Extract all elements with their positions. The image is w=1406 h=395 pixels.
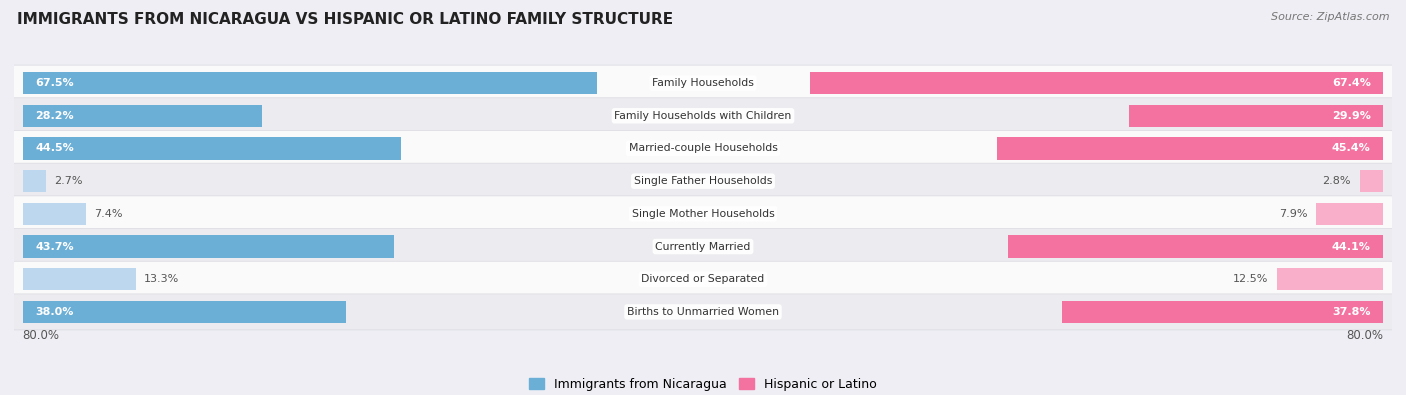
FancyBboxPatch shape	[14, 65, 1392, 101]
Text: 80.0%: 80.0%	[22, 329, 59, 342]
Text: 2.8%: 2.8%	[1323, 176, 1351, 186]
Text: 7.4%: 7.4%	[94, 209, 122, 219]
Bar	[22, 268, 136, 290]
Text: 44.5%: 44.5%	[35, 143, 75, 154]
Bar	[22, 203, 86, 225]
FancyBboxPatch shape	[14, 130, 1392, 166]
Bar	[997, 137, 1384, 160]
Text: Single Mother Households: Single Mother Households	[631, 209, 775, 219]
Text: Source: ZipAtlas.com: Source: ZipAtlas.com	[1271, 12, 1389, 22]
Text: 7.9%: 7.9%	[1279, 209, 1308, 219]
FancyBboxPatch shape	[14, 196, 1392, 232]
Text: Family Households with Children: Family Households with Children	[614, 111, 792, 121]
Bar	[22, 72, 596, 94]
Text: 2.7%: 2.7%	[53, 176, 83, 186]
Text: 28.2%: 28.2%	[35, 111, 75, 121]
Text: Currently Married: Currently Married	[655, 241, 751, 252]
Text: Family Households: Family Households	[652, 78, 754, 88]
Text: 45.4%: 45.4%	[1331, 143, 1371, 154]
FancyBboxPatch shape	[14, 163, 1392, 199]
Bar	[1008, 235, 1384, 258]
FancyBboxPatch shape	[14, 98, 1392, 134]
Text: 12.5%: 12.5%	[1233, 274, 1268, 284]
Bar	[1316, 203, 1384, 225]
Text: 67.5%: 67.5%	[35, 78, 75, 88]
FancyBboxPatch shape	[14, 261, 1392, 297]
Text: 67.4%: 67.4%	[1331, 78, 1371, 88]
Bar	[22, 105, 263, 127]
Bar	[1277, 268, 1384, 290]
Bar	[22, 301, 346, 323]
Bar	[1062, 301, 1384, 323]
Text: 37.8%: 37.8%	[1331, 307, 1371, 317]
FancyBboxPatch shape	[14, 294, 1392, 330]
FancyBboxPatch shape	[14, 229, 1392, 265]
Text: Divorced or Separated: Divorced or Separated	[641, 274, 765, 284]
Bar	[22, 235, 394, 258]
Text: 43.7%: 43.7%	[35, 241, 75, 252]
Text: 13.3%: 13.3%	[145, 274, 180, 284]
Text: IMMIGRANTS FROM NICARAGUA VS HISPANIC OR LATINO FAMILY STRUCTURE: IMMIGRANTS FROM NICARAGUA VS HISPANIC OR…	[17, 12, 673, 27]
Bar	[1360, 170, 1384, 192]
Legend: Immigrants from Nicaragua, Hispanic or Latino: Immigrants from Nicaragua, Hispanic or L…	[524, 373, 882, 395]
Bar	[22, 170, 45, 192]
Bar	[1129, 105, 1384, 127]
Bar	[810, 72, 1384, 94]
Text: Married-couple Households: Married-couple Households	[628, 143, 778, 154]
Text: Births to Unmarried Women: Births to Unmarried Women	[627, 307, 779, 317]
Text: 29.9%: 29.9%	[1331, 111, 1371, 121]
Text: 44.1%: 44.1%	[1331, 241, 1371, 252]
Text: 38.0%: 38.0%	[35, 307, 73, 317]
Text: 80.0%: 80.0%	[1347, 329, 1384, 342]
Bar	[22, 137, 401, 160]
Text: Single Father Households: Single Father Households	[634, 176, 772, 186]
